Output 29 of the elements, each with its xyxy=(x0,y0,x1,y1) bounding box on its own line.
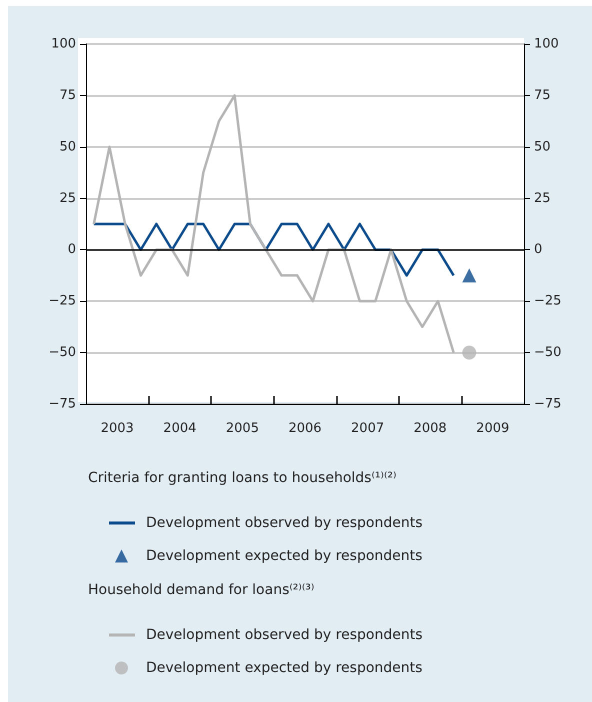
y-tick-label: −50 xyxy=(48,345,76,360)
x-tick-label: 2007 xyxy=(351,421,384,436)
y2-tick-label: −50 xyxy=(534,345,562,360)
y-tick-label: −25 xyxy=(48,294,76,309)
legend-label: Development expected by respondents xyxy=(146,548,422,564)
legend-label: Development observed by respondents xyxy=(146,627,423,643)
legend-label: Development expected by respondents xyxy=(146,660,422,676)
x-tick-label: 2008 xyxy=(414,421,447,436)
y2-tick-label: 0 xyxy=(534,242,542,258)
y-tick-label: 75 xyxy=(59,88,76,103)
y2-tick-label: 50 xyxy=(534,139,551,154)
y-tick-label: 50 xyxy=(59,139,76,154)
y-tick-label: 0 xyxy=(68,242,76,258)
y-tick-label: −75 xyxy=(48,396,76,412)
y2-tick-label: 75 xyxy=(534,88,551,103)
x-tick-label: 2006 xyxy=(288,421,322,436)
y2-tick-label: 100 xyxy=(534,36,559,52)
y-tick-label: 100 xyxy=(51,36,76,52)
y2-tick-label: 25 xyxy=(534,190,551,206)
x-tick-label: 2009 xyxy=(476,421,510,436)
y2-tick-label: −75 xyxy=(534,396,562,412)
text: Criteria for granting loans to households⁽¹⁾⁽²⁾ xyxy=(88,470,396,486)
text: Household demand for loans⁽²⁾⁽³⁾ xyxy=(88,582,314,598)
y2-tick-label: −25 xyxy=(534,294,562,309)
legend-label: Development observed by respondents xyxy=(146,515,423,531)
x-tick-label: 2005 xyxy=(226,421,259,436)
y-tick-label: 25 xyxy=(59,190,76,206)
x-tick-label: 2004 xyxy=(163,421,196,436)
x-tick-label: 2003 xyxy=(100,421,134,436)
